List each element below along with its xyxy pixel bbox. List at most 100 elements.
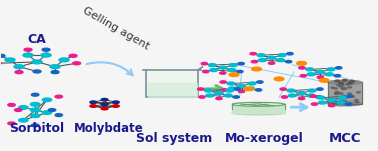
Circle shape <box>287 89 295 92</box>
Circle shape <box>346 84 350 85</box>
Circle shape <box>348 82 353 84</box>
Circle shape <box>248 82 256 85</box>
Ellipse shape <box>232 102 285 106</box>
Circle shape <box>220 72 226 74</box>
Circle shape <box>328 99 336 102</box>
Circle shape <box>220 81 226 83</box>
Text: Sol system: Sol system <box>136 132 212 145</box>
Circle shape <box>216 97 222 100</box>
Circle shape <box>215 92 223 95</box>
Circle shape <box>257 81 263 83</box>
Circle shape <box>15 109 22 111</box>
Circle shape <box>204 89 212 92</box>
Polygon shape <box>146 73 198 97</box>
Circle shape <box>15 71 23 74</box>
Circle shape <box>244 87 254 91</box>
Ellipse shape <box>328 80 362 85</box>
Circle shape <box>219 66 227 69</box>
FancyBboxPatch shape <box>232 103 285 113</box>
Circle shape <box>307 73 315 76</box>
Circle shape <box>341 95 345 96</box>
Circle shape <box>73 62 81 65</box>
Circle shape <box>335 93 338 95</box>
Circle shape <box>101 98 108 101</box>
Circle shape <box>345 103 352 105</box>
Circle shape <box>228 87 236 90</box>
Ellipse shape <box>328 101 362 106</box>
Circle shape <box>112 101 119 103</box>
Circle shape <box>355 101 359 103</box>
Circle shape <box>334 75 341 77</box>
Circle shape <box>210 69 217 72</box>
Circle shape <box>55 95 62 98</box>
Circle shape <box>335 93 338 94</box>
Circle shape <box>344 88 347 89</box>
Circle shape <box>342 79 347 81</box>
Text: Sorbitol: Sorbitol <box>9 122 65 135</box>
Circle shape <box>317 96 325 99</box>
Circle shape <box>259 59 266 62</box>
Circle shape <box>228 69 236 72</box>
Circle shape <box>203 70 209 73</box>
Text: MCC: MCC <box>328 132 361 145</box>
Circle shape <box>23 53 33 57</box>
Circle shape <box>339 86 343 87</box>
Circle shape <box>237 70 243 73</box>
Circle shape <box>247 87 255 90</box>
Circle shape <box>31 93 39 96</box>
Circle shape <box>227 82 235 85</box>
Circle shape <box>280 88 286 90</box>
Circle shape <box>339 101 343 102</box>
Circle shape <box>42 111 52 114</box>
Circle shape <box>0 54 5 57</box>
Circle shape <box>48 109 56 111</box>
FancyBboxPatch shape <box>328 82 362 104</box>
Circle shape <box>281 96 288 98</box>
Circle shape <box>31 108 40 112</box>
Ellipse shape <box>232 111 285 115</box>
Circle shape <box>229 73 239 77</box>
Circle shape <box>347 95 353 97</box>
Circle shape <box>311 103 318 105</box>
Text: CA: CA <box>28 33 46 46</box>
Circle shape <box>277 59 285 62</box>
Circle shape <box>5 58 15 62</box>
Circle shape <box>226 89 234 92</box>
Circle shape <box>288 94 296 97</box>
Circle shape <box>300 75 307 77</box>
Circle shape <box>257 54 265 57</box>
Circle shape <box>256 89 262 91</box>
FancyArrowPatch shape <box>205 85 223 92</box>
Circle shape <box>319 79 329 82</box>
Circle shape <box>306 68 314 71</box>
Circle shape <box>340 85 344 86</box>
Circle shape <box>199 96 205 98</box>
Circle shape <box>201 63 208 65</box>
Circle shape <box>59 58 69 62</box>
FancyArrowPatch shape <box>291 104 307 111</box>
Circle shape <box>252 67 262 71</box>
Circle shape <box>350 80 355 82</box>
Circle shape <box>90 101 97 103</box>
Circle shape <box>328 104 335 107</box>
Circle shape <box>297 61 307 65</box>
Circle shape <box>233 96 239 98</box>
Circle shape <box>208 64 216 67</box>
Circle shape <box>250 53 256 55</box>
Circle shape <box>268 56 276 59</box>
Circle shape <box>316 70 324 73</box>
Circle shape <box>337 85 341 86</box>
Circle shape <box>90 105 97 107</box>
Circle shape <box>310 95 316 97</box>
Circle shape <box>224 94 232 97</box>
Circle shape <box>239 90 245 93</box>
Circle shape <box>42 98 52 102</box>
Circle shape <box>308 89 316 92</box>
Circle shape <box>338 96 346 99</box>
Circle shape <box>238 63 244 65</box>
Circle shape <box>31 114 40 117</box>
Circle shape <box>229 64 237 67</box>
Circle shape <box>345 97 349 98</box>
Circle shape <box>234 88 240 90</box>
Circle shape <box>342 88 345 90</box>
